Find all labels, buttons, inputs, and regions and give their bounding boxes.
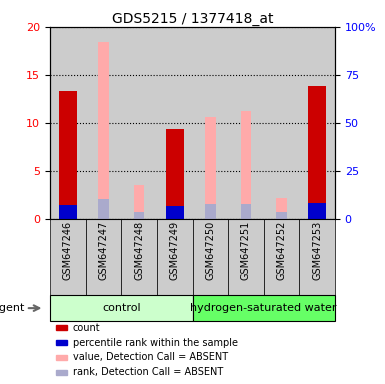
- Bar: [121, 218, 157, 295]
- Bar: [59, 205, 77, 218]
- Bar: [121, 27, 157, 218]
- Bar: [56, 355, 67, 360]
- Text: agent: agent: [0, 303, 24, 313]
- Bar: [166, 129, 184, 218]
- Text: value, Detection Call = ABSENT: value, Detection Call = ABSENT: [73, 353, 228, 362]
- Bar: [300, 218, 335, 295]
- Bar: [166, 206, 184, 218]
- Bar: [192, 27, 228, 218]
- Bar: [228, 27, 264, 218]
- Text: GSM647250: GSM647250: [205, 221, 215, 280]
- Bar: [241, 204, 251, 218]
- Bar: [50, 27, 85, 218]
- Bar: [192, 295, 335, 321]
- Title: GDS5215 / 1377418_at: GDS5215 / 1377418_at: [112, 12, 273, 26]
- Text: rank, Detection Call = ABSENT: rank, Detection Call = ABSENT: [73, 367, 223, 377]
- Bar: [98, 42, 109, 218]
- Bar: [241, 111, 251, 218]
- Text: GSM647247: GSM647247: [99, 221, 109, 280]
- Bar: [50, 295, 192, 321]
- Bar: [264, 218, 300, 295]
- Bar: [157, 27, 192, 218]
- Text: count: count: [73, 323, 100, 333]
- Bar: [85, 27, 121, 218]
- Text: GSM647252: GSM647252: [276, 221, 286, 280]
- Text: control: control: [102, 303, 141, 313]
- Bar: [205, 204, 216, 218]
- Bar: [98, 199, 109, 218]
- Bar: [56, 370, 67, 375]
- Bar: [276, 197, 287, 218]
- Text: GSM647253: GSM647253: [312, 221, 322, 280]
- Bar: [276, 212, 287, 218]
- Bar: [192, 218, 228, 295]
- Text: GSM647251: GSM647251: [241, 221, 251, 280]
- Text: GSM647248: GSM647248: [134, 221, 144, 280]
- Bar: [59, 91, 77, 218]
- Bar: [300, 27, 335, 218]
- Bar: [85, 218, 121, 295]
- Bar: [228, 218, 264, 295]
- Text: percentile rank within the sample: percentile rank within the sample: [73, 338, 238, 348]
- Bar: [157, 218, 192, 295]
- Text: GSM647246: GSM647246: [63, 221, 73, 280]
- Bar: [134, 185, 144, 218]
- Bar: [308, 86, 326, 218]
- Text: GSM647249: GSM647249: [170, 221, 180, 280]
- Bar: [205, 117, 216, 218]
- Bar: [308, 203, 326, 218]
- Bar: [56, 325, 67, 330]
- Bar: [264, 27, 300, 218]
- Bar: [134, 212, 144, 218]
- Text: hydrogen-saturated water: hydrogen-saturated water: [191, 303, 337, 313]
- Bar: [56, 340, 67, 345]
- Bar: [50, 218, 85, 295]
